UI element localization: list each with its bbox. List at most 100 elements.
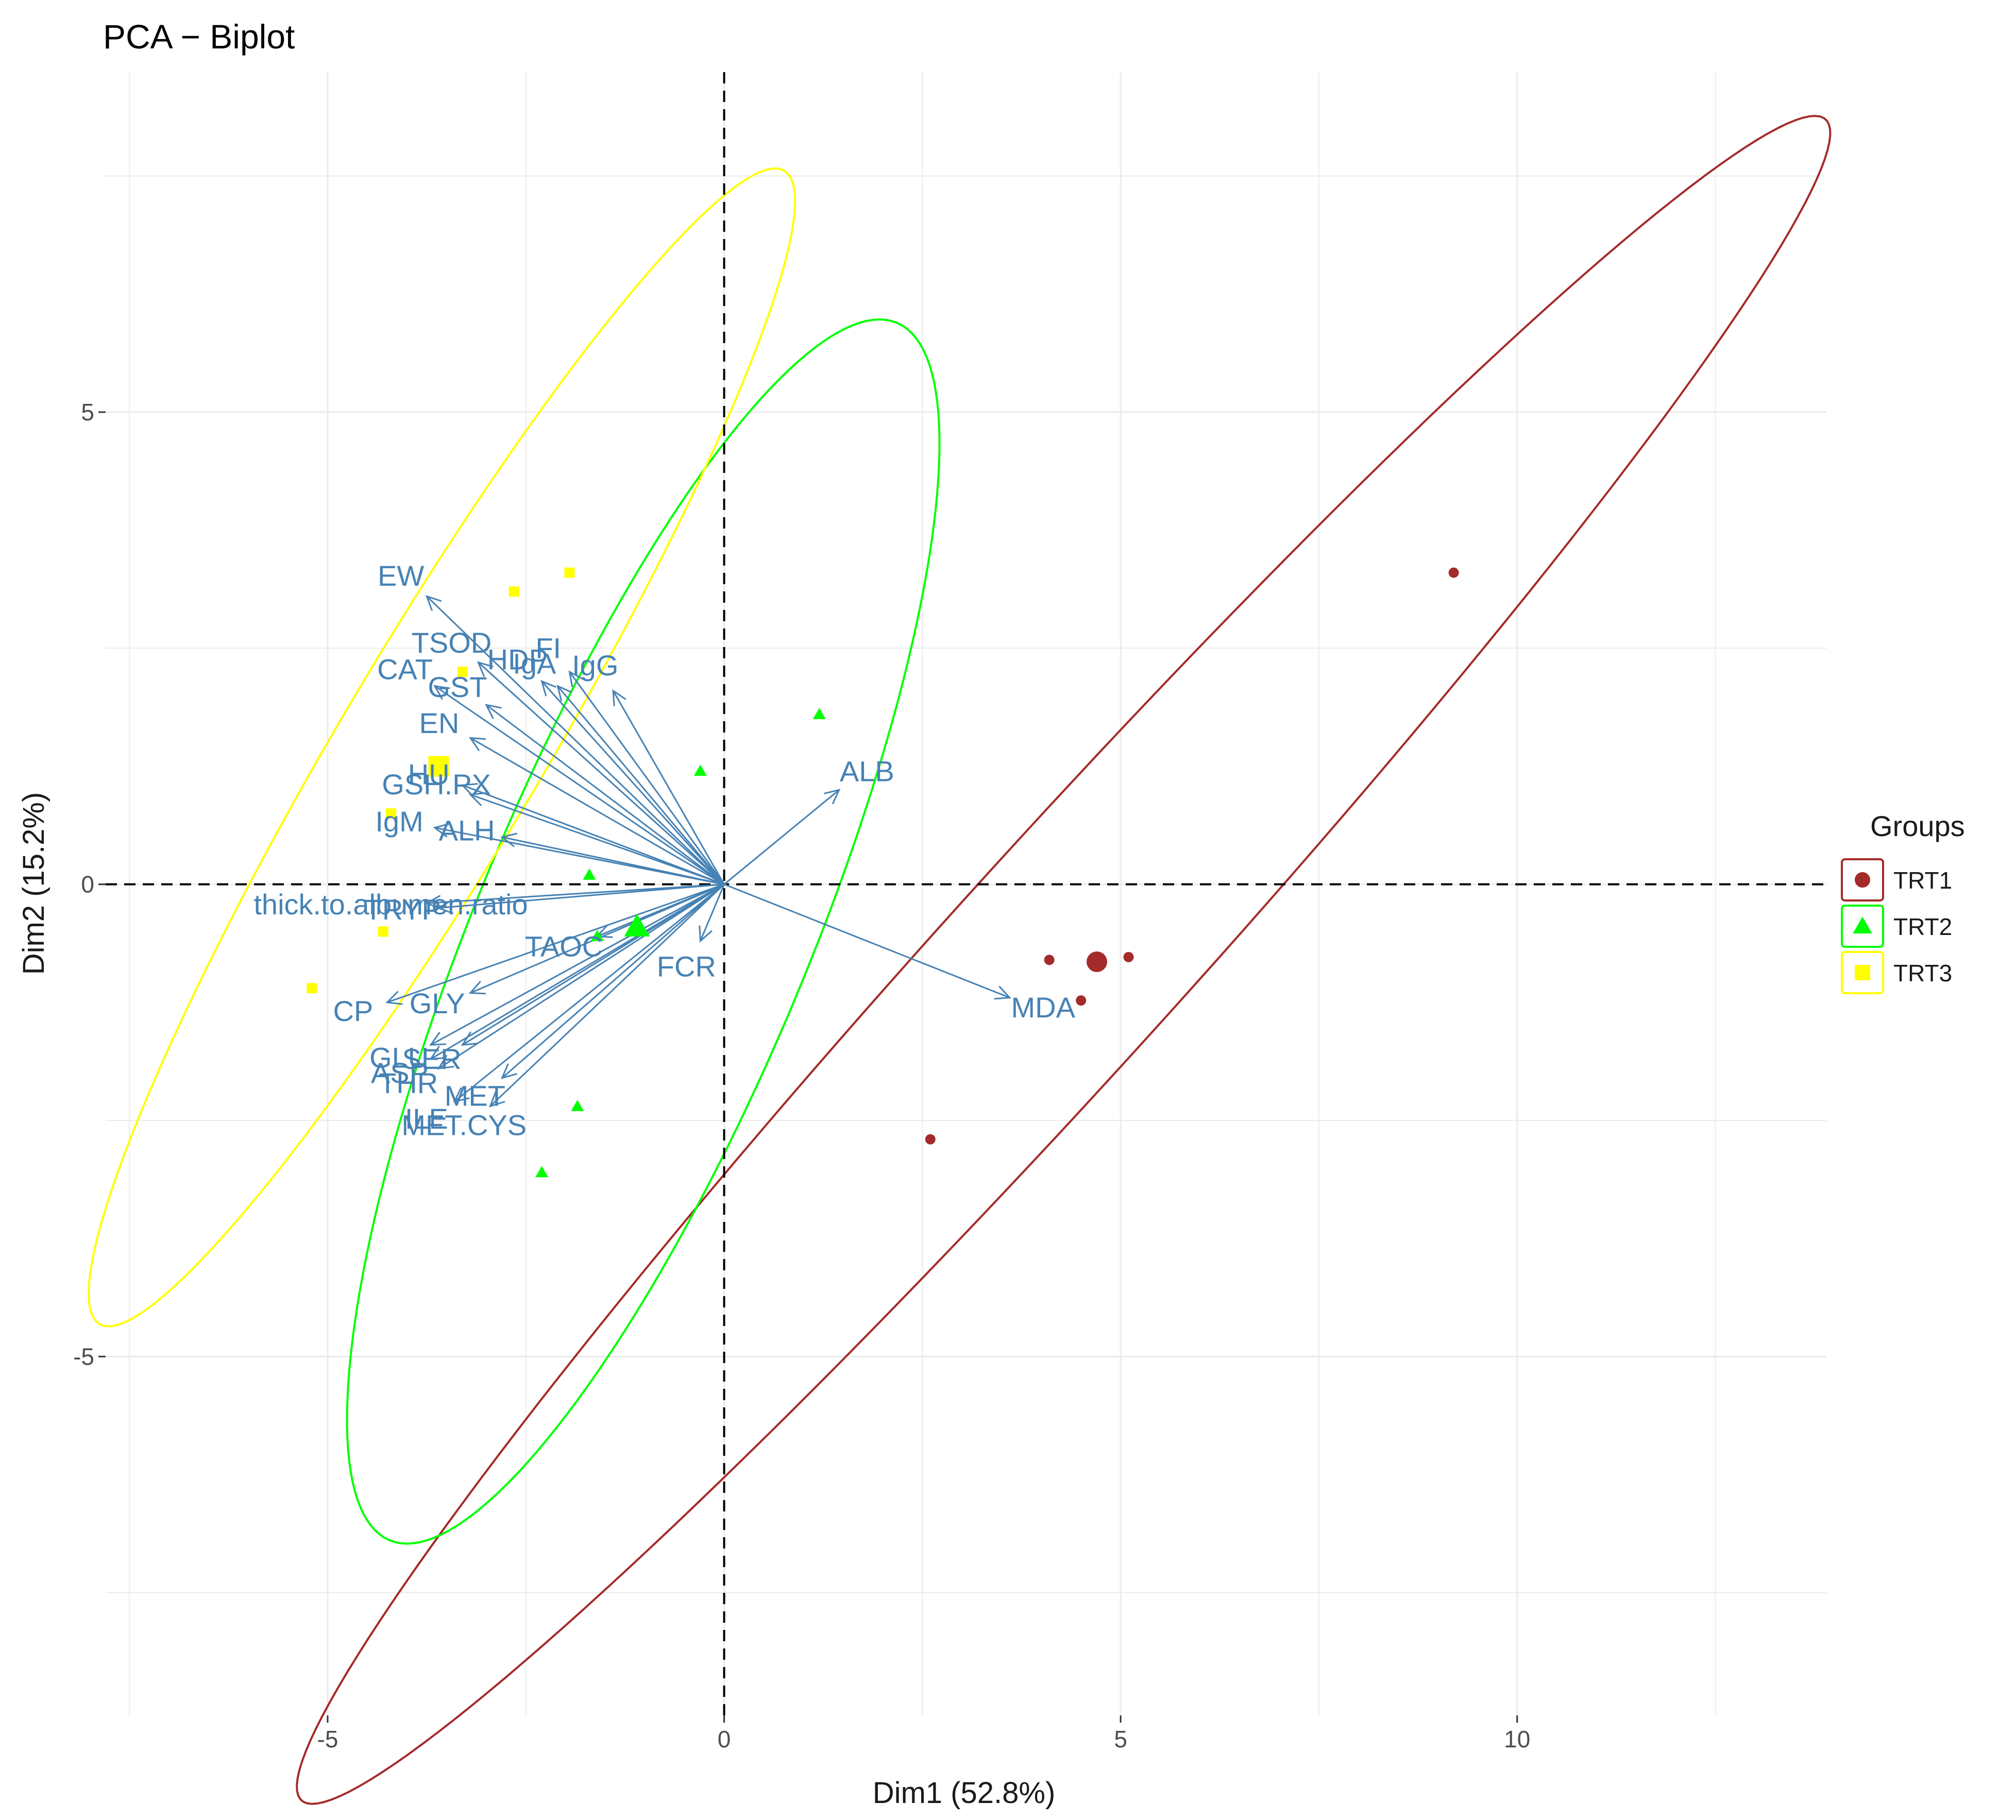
arrow-shaft [470,794,725,886]
legend-item-trt1: TRT1 [1841,858,1952,902]
axis-ticks: -5 0 5 10 -5 0 5 [73,399,1530,1753]
arrow-shaft [438,883,724,909]
variable-label: SER [402,1043,461,1075]
legend-label: TRT3 [1893,960,1952,986]
legend-item-trt2: TRT2 [1841,905,1952,948]
variable-label: TAOC [525,930,603,962]
arrow-igg [612,689,725,885]
y-tick-label: -5 [73,1343,94,1370]
legend-title: Groups [1870,810,1965,842]
arrow-tsod [477,661,725,885]
arrow-cat [433,685,725,885]
variable-label: THR [379,1067,438,1099]
arrow-shaft [723,789,840,885]
variable-label: IgM [375,805,423,838]
arrow-shaft [501,883,725,1079]
point-trt3 [457,667,468,677]
variable-label: GLU [369,1042,429,1074]
arrow-glu [429,883,725,1046]
arrow-ile [453,883,725,1103]
ellipse-trt2 [346,318,941,1545]
arrow-head [425,595,442,611]
arrow-tryp [437,883,724,914]
point-trt3 [307,983,317,994]
x-tick-label: -5 [317,1726,338,1753]
variable-label: HDP [487,643,548,676]
arrow-head [433,685,450,700]
y-axis-title: Dim2 (15.2%) [17,792,50,975]
x-tick-label: 0 [718,1726,731,1753]
arrow-shaft [485,704,725,885]
arrow-head [469,737,486,752]
point-trt3 [509,586,519,597]
centroid-trt1 [1086,951,1107,972]
legend-symbol [1855,872,1870,888]
reference-lines [106,72,1826,1715]
variable-label: IgG [572,649,618,682]
arrow-met-cys [488,883,725,1108]
arrow-head [500,832,518,847]
variable-label: ILE [405,1102,448,1135]
arrow-head [468,980,486,995]
arrow-shaft [557,685,725,885]
arrow-thick-to-albumen-ratio [425,883,724,910]
variable-label: GSH.PX [382,768,491,801]
arrow-shaft [489,883,725,1107]
variable-label: ALB [840,755,894,787]
arrow-head [433,823,450,838]
legend-item-trt3: TRT3 [1841,951,1952,994]
centroid-trt3 [428,756,449,777]
arrow-shaft [612,690,725,885]
chart-title: PCA − Biplot [103,18,295,56]
point-trt2 [590,930,604,941]
arrow-head [612,689,626,706]
arrow-shaft [427,883,724,904]
variable-label: thick.to.albumen.ratio [253,888,528,921]
arrow-en [469,737,725,885]
arrow-head [994,985,1011,1000]
arrow-thr [437,883,725,1070]
variable-label: CP [333,995,373,1027]
point-trt2 [583,868,596,880]
variable-label: TRYP [365,893,441,926]
arrow-shaft [426,596,725,885]
arrow-head [568,670,584,687]
arrow-shaft [438,883,725,1069]
x-tick-label: 5 [1114,1726,1127,1753]
variable-label: IgA [513,648,556,680]
arrow-ew [425,595,725,885]
arrow-shaft [434,827,724,886]
arrow-head [485,704,502,719]
arrow-head [425,895,442,910]
variable-label: CAT [377,653,433,686]
arrow-hdp [540,679,725,885]
arrow-shaft [699,884,725,942]
arrow-head [500,1063,517,1079]
arrow-head [429,1045,447,1060]
arrow-iga [556,685,725,885]
x-tick-label: 10 [1504,1726,1530,1753]
variable-label: FI [535,632,561,665]
arrow-asp [429,883,725,1060]
variable-label: EW [378,559,424,592]
arrow-head [477,661,494,677]
arrow-head [824,789,841,805]
point-trt1 [1123,951,1134,962]
variable-label: EN [419,707,459,739]
variable-label: MET.CYS [401,1109,527,1141]
arrow-head [540,679,556,696]
variable-label: GLY [410,987,465,1019]
ellipse-trt1 [296,114,1832,1805]
arrow-shaft [386,883,725,1003]
arrow-alb [723,789,841,885]
point-trt2 [693,764,707,776]
variable-label: TSOD [412,626,492,659]
arrow-head [488,1091,505,1108]
point-trt1 [1044,955,1055,965]
y-tick-label: 5 [81,399,94,426]
arrow-head [437,899,453,914]
legend-label: TRT1 [1893,867,1952,894]
arrow-gsh-px [468,792,725,886]
point-trt2 [535,1166,549,1178]
